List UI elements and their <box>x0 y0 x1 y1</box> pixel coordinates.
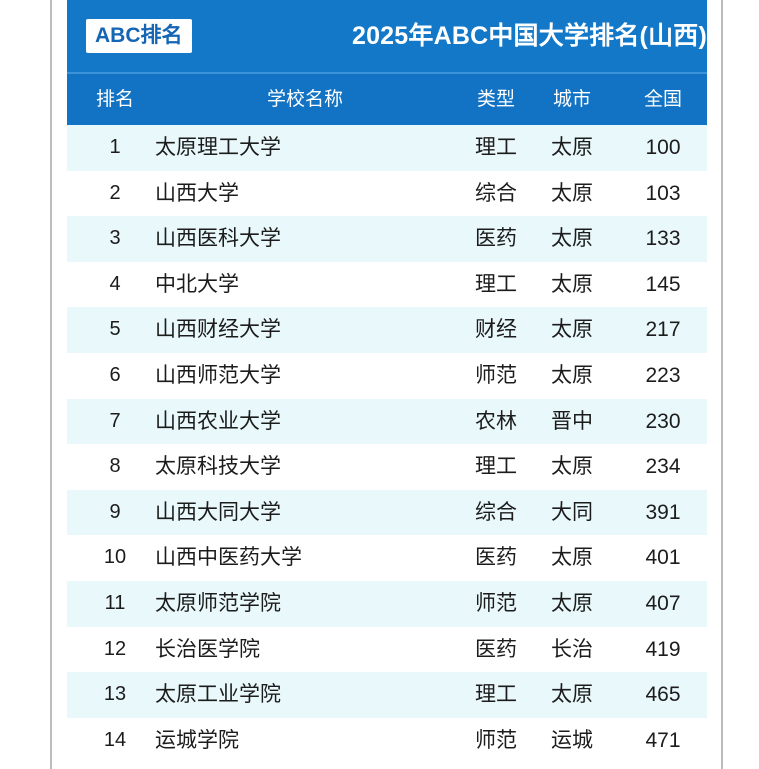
school-name-cell: 太原师范学院 <box>155 591 281 615</box>
table-row[interactable]: 13 太原工业学院 理工 太原 465 <box>67 672 707 718</box>
table-row[interactable]: 4 中北大学 理工 太原 145 <box>67 261 707 308</box>
city-cell: 太原 <box>551 363 593 387</box>
national-rank-cell: 401 <box>645 546 681 570</box>
national-rank-cell: 103 <box>645 181 681 205</box>
city-cell: 太原 <box>551 591 593 615</box>
table-row[interactable]: 9 山西大同大学 综合 大同 391 <box>67 489 707 536</box>
band-divider <box>67 72 707 74</box>
rank-cell: 5 <box>109 318 121 341</box>
national-rank-cell: 465 <box>645 683 681 707</box>
national-rank-cell: 133 <box>645 227 681 251</box>
rank-cell: 14 <box>103 728 127 751</box>
type-cell: 师范 <box>475 591 517 615</box>
rank-cell: 1 <box>109 136 121 158</box>
table-body: 1 太原理工大学 理工 太原 100 2 山西大学 综合 太原 103 3 山西医科大学 医药 太原 133… <box>67 125 707 764</box>
table-row[interactable]: 2 山西大学 综合 太原 103 <box>67 170 707 217</box>
national-rank-cell: 391 <box>645 500 681 524</box>
rank-cell: 9 <box>109 500 121 523</box>
table-header-row: 排名 学校名称 类型 城市 全国 <box>67 74 707 125</box>
table-row[interactable]: 12 长治医学院 医药 长治 419 <box>67 626 707 673</box>
column-header-type: 类型 <box>476 89 515 110</box>
table-row[interactable]: 8 太原科技大学 理工 太原 234 <box>67 444 707 490</box>
city-cell: 长治 <box>551 637 593 661</box>
city-cell: 运城 <box>551 728 593 752</box>
table-row[interactable]: 3 山西医科大学 医药 太原 133 <box>67 216 707 262</box>
national-rank-cell: 419 <box>645 637 681 661</box>
city-cell: 太原 <box>551 136 593 159</box>
school-name-cell: 山西医科大学 <box>155 227 281 251</box>
school-name-cell: 运城学院 <box>155 728 239 752</box>
national-rank-cell: 217 <box>645 318 681 342</box>
city-cell: 太原 <box>551 227 593 251</box>
page-title: 2025年ABC中国大学排名(山西) <box>351 22 707 50</box>
school-name-cell: 中北大学 <box>155 272 239 296</box>
school-name-cell: 长治医学院 <box>155 637 260 661</box>
type-cell: 医药 <box>475 227 517 251</box>
page-rule-right <box>721 0 723 769</box>
type-cell: 综合 <box>475 500 517 524</box>
rank-cell: 3 <box>109 227 121 250</box>
city-cell: 太原 <box>551 683 593 707</box>
column-header-rank: 排名 <box>95 89 134 110</box>
city-cell: 晋中 <box>551 409 593 433</box>
rank-cell: 2 <box>109 181 121 204</box>
table-row[interactable]: 11 太原师范学院 师范 太原 407 <box>67 580 707 627</box>
school-name-cell: 山西大同大学 <box>155 500 281 524</box>
rank-cell: 10 <box>103 546 127 569</box>
title-bar: ABC排名 2025年ABC中国大学排名(山西) <box>67 0 707 72</box>
rank-cell: 7 <box>109 409 121 432</box>
school-name-cell: 山西农业大学 <box>155 409 281 433</box>
national-rank-cell: 471 <box>645 728 681 752</box>
rank-cell: 12 <box>103 637 127 660</box>
table-row[interactable]: 10 山西中医药大学 医药 太原 401 <box>67 535 707 581</box>
type-cell: 师范 <box>475 728 517 752</box>
ranking-card: ABC排名 2025年ABC中国大学排名(山西) 排名 学校名称 类型 城市 全… <box>67 0 707 769</box>
rank-cell: 8 <box>109 455 121 478</box>
rank-cell: 11 <box>104 591 126 614</box>
table-row[interactable]: 5 山西财经大学 财经 太原 217 <box>67 307 707 353</box>
column-header-national: 全国 <box>643 89 682 110</box>
national-rank-cell: 223 <box>645 363 681 387</box>
national-rank-cell: 100 <box>645 136 681 159</box>
rank-cell: 6 <box>109 363 121 386</box>
school-name-cell: 太原理工大学 <box>155 136 281 159</box>
school-name-cell: 太原工业学院 <box>155 683 281 707</box>
city-cell: 太原 <box>551 272 593 296</box>
city-cell: 太原 <box>551 455 593 479</box>
city-cell: 太原 <box>551 546 593 570</box>
type-cell: 财经 <box>475 318 517 342</box>
table-row[interactable]: 14 运城学院 师范 运城 471 <box>67 717 707 764</box>
brand-badge: ABC排名 <box>86 19 192 53</box>
national-rank-cell: 407 <box>645 591 681 615</box>
city-cell: 大同 <box>551 500 593 524</box>
rank-cell: 4 <box>109 272 121 295</box>
type-cell: 理工 <box>475 455 517 479</box>
rank-cell: 13 <box>103 683 127 706</box>
type-cell: 农林 <box>475 409 517 433</box>
school-name-cell: 山西大学 <box>155 181 239 205</box>
table-row[interactable]: 6 山西师范大学 师范 太原 223 <box>67 352 707 399</box>
national-rank-cell: 145 <box>645 272 681 296</box>
type-cell: 医药 <box>475 546 517 570</box>
column-header-name: 学校名称 <box>266 89 343 110</box>
type-cell: 理工 <box>475 136 517 159</box>
table-row[interactable]: 1 太原理工大学 理工 太原 100 <box>67 125 707 171</box>
city-cell: 太原 <box>551 181 593 205</box>
school-name-cell: 山西财经大学 <box>155 318 281 342</box>
national-rank-cell: 234 <box>645 455 681 479</box>
type-cell: 综合 <box>475 181 517 205</box>
table-row[interactable]: 7 山西农业大学 农林 晋中 230 <box>67 398 707 445</box>
national-rank-cell: 230 <box>645 409 681 433</box>
page-rule-left <box>50 0 52 769</box>
type-cell: 理工 <box>475 272 517 296</box>
school-name-cell: 山西中医药大学 <box>155 546 302 570</box>
type-cell: 医药 <box>475 637 517 661</box>
city-cell: 太原 <box>551 318 593 342</box>
type-cell: 理工 <box>475 683 517 707</box>
column-header-city: 城市 <box>552 89 591 110</box>
school-name-cell: 山西师范大学 <box>155 363 281 387</box>
type-cell: 师范 <box>475 363 517 387</box>
school-name-cell: 太原科技大学 <box>155 455 281 479</box>
